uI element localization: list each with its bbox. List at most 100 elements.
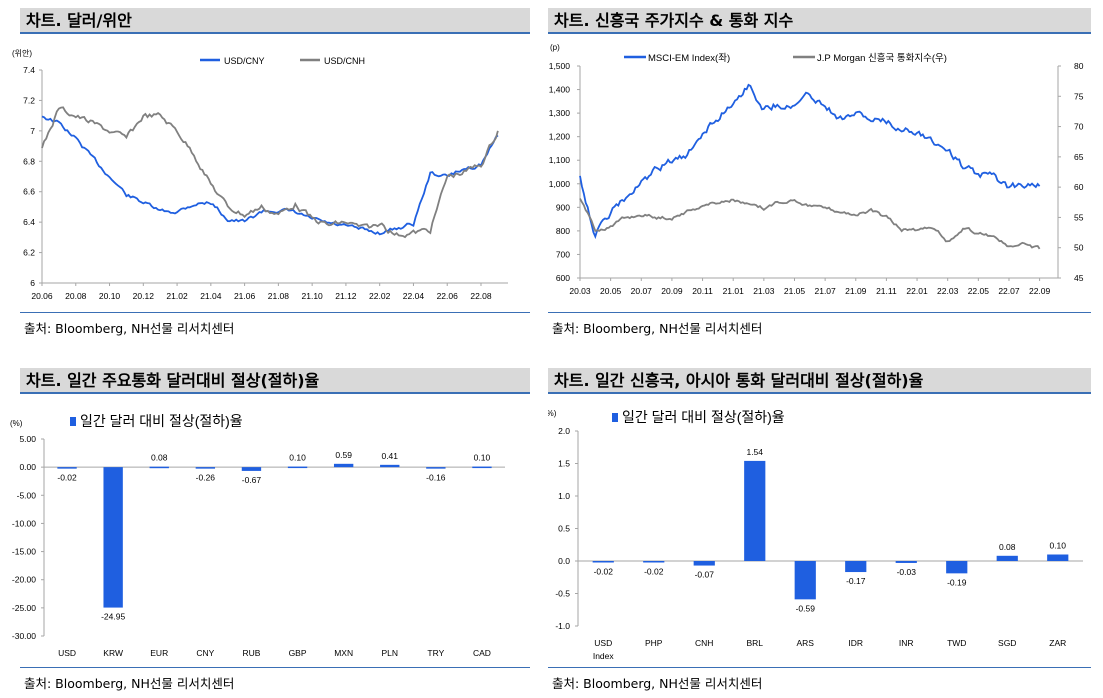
- x-tick-label: 20.03: [569, 286, 591, 296]
- panel-em-index: 차트. 신흥국 주가지수 & 통화 지수 (p) 600 700 800 900 1,00…: [548, 0, 1103, 345]
- x-tick-label: 21.01: [723, 286, 745, 296]
- chart-usd-cny: (위안) 6 6.2 6.4 6.6 6.8 7 7.2 7.4 20.06 20.08 20.10 2…: [12, 48, 508, 301]
- series-line-usd-cnh: [41, 106, 499, 239]
- x-tick-label: 21.07: [814, 286, 836, 296]
- x-tick-label: 21.03: [753, 286, 775, 296]
- data-label: -0.59: [796, 603, 816, 613]
- legend-label: MSCI-EM Index(좌): [648, 53, 730, 64]
- panel-major-currency: 차트. 일간 주요통화 달러대비 절상(절하)율 (%) 일간 달러 대비 절상(…: [0, 360, 548, 698]
- bar-usd-index: [592, 561, 614, 563]
- source-text: 출처: Bloomberg, NH선물 리서치센터: [24, 321, 235, 336]
- x-category-label: GBP: [289, 648, 307, 658]
- x-tick-label: 22.02: [369, 291, 391, 301]
- x-tick-label: 21.05: [784, 286, 806, 296]
- y-tick-label: 0.00: [19, 462, 36, 472]
- x-tick-label: 22.06: [437, 291, 459, 301]
- chart-major-currency: (%) 일간 달러 대비 절상(절하)율 5.00 0.00 -5.00 -10.00 -1…: [10, 413, 505, 663]
- source-divider: [548, 312, 1091, 313]
- data-label: -0.17: [846, 576, 866, 586]
- data-label: 1.54: [746, 447, 763, 457]
- y-left-tick-label: 1,500: [549, 61, 571, 71]
- bar-php: [643, 561, 665, 563]
- y-right-tick-label: 55: [1074, 212, 1084, 222]
- legend-label: USD/CNY: [224, 56, 265, 66]
- x-tick-label: 20.06: [31, 291, 53, 301]
- x-category-label: CAD: [473, 648, 491, 658]
- source-text: 출처: Bloomberg, NH선물 리서치센터: [24, 676, 235, 691]
- x-category-label: BRL: [746, 638, 763, 648]
- panel-em-asia-currency: 차트. 일간 신흥국, 아시아 통화 달러대비 절상(절하)율 (%) 일간 달러…: [548, 360, 1103, 698]
- bar-pln: [380, 464, 400, 468]
- bar-ars: [794, 561, 816, 600]
- bar-rub: [241, 467, 262, 471]
- y-left-tick-label: 700: [556, 249, 570, 259]
- y-tick-label: 6.8: [23, 156, 35, 166]
- data-label: -24.95: [101, 612, 125, 622]
- bar-cnh: [693, 561, 715, 566]
- y-tick-label: -10.00: [12, 518, 36, 528]
- data-label: -0.26: [196, 473, 216, 483]
- x-tick-label: 21.11: [876, 286, 897, 296]
- series-line-msci-em: [579, 83, 1041, 240]
- y-left-tick-label: 1,100: [549, 155, 571, 165]
- legend-label: 일간 달러 대비 절상(절하)율: [80, 413, 243, 429]
- y-tick-label: 1.5: [558, 459, 570, 469]
- bar-eur: [149, 466, 169, 469]
- y-tick-label: -5.00: [17, 490, 37, 500]
- source-text: 출처: Bloomberg, NH선물 리서치센터: [552, 676, 763, 691]
- data-label: 0.41: [381, 451, 398, 461]
- data-label: 0.08: [151, 453, 168, 463]
- bar-usd-index: [57, 467, 77, 469]
- legend-swatch: [612, 413, 618, 422]
- x-category-label: SGD: [998, 638, 1016, 648]
- bar-twd: [946, 561, 968, 574]
- x-category-label: ARS: [797, 638, 815, 648]
- x-tick-label: 20.12: [133, 291, 155, 301]
- x-category-label: USD: [58, 648, 76, 658]
- x-tick-label: 21.10: [302, 291, 324, 301]
- y-unit-label: (p): [550, 43, 560, 52]
- data-label: -0.07: [695, 570, 715, 580]
- data-label: 0.59: [335, 450, 352, 460]
- x-tick-label: 22.01: [906, 286, 928, 296]
- data-label: 0.10: [1049, 541, 1066, 551]
- x-tick-label: 20.10: [99, 291, 121, 301]
- x-category-label: PHP: [645, 638, 663, 648]
- source-text: 출처: Bloomberg, NH선물 리서치센터: [552, 321, 763, 336]
- bar-krw: [103, 467, 123, 608]
- x-tick-label: 21.04: [200, 291, 222, 301]
- x-category-label: KRW: [103, 648, 123, 658]
- x-category-label: CNY: [196, 648, 214, 658]
- bar-try: [426, 467, 446, 469]
- data-label: -0.19: [947, 577, 967, 587]
- y-right-tick-label: 65: [1074, 152, 1084, 162]
- x-tick-label: 20.07: [631, 286, 653, 296]
- legend-swatch: [70, 417, 76, 426]
- y-tick-label: 6.4: [23, 217, 35, 227]
- x-category-label: TWD: [947, 638, 966, 648]
- x-tick-label: 21.12: [335, 291, 357, 301]
- y-tick-label: -30.00: [12, 631, 36, 641]
- data-label: -0.67: [242, 475, 262, 485]
- x-tick-label: 20.05: [600, 286, 622, 296]
- x-category-label: USD: [594, 638, 612, 648]
- y-tick-label: 7.2: [23, 95, 35, 105]
- x-tick-label: 21.02: [166, 291, 188, 301]
- y-right-tick-label: 70: [1074, 122, 1084, 132]
- y-right-tick-label: 45: [1074, 273, 1084, 283]
- bar-mxn: [333, 463, 354, 468]
- bar-inr: [895, 561, 917, 563]
- data-label: -0.02: [57, 473, 77, 483]
- y-tick-label: 2.0: [558, 426, 570, 436]
- y-tick-label: -1.0: [555, 621, 570, 631]
- y-tick-label: 6: [30, 278, 35, 288]
- y-right-tick-label: 50: [1074, 243, 1084, 253]
- y-tick-label: -0.5: [555, 589, 570, 599]
- source-divider: [20, 312, 530, 313]
- bar-cad: [472, 466, 492, 469]
- data-label: 0.10: [474, 453, 491, 463]
- x-tick-label: 22.04: [403, 291, 425, 301]
- y-left-tick-label: 1,000: [549, 179, 571, 189]
- series-line-jpm-em-currency: [579, 198, 1041, 250]
- x-tick-label: 22.07: [998, 286, 1020, 296]
